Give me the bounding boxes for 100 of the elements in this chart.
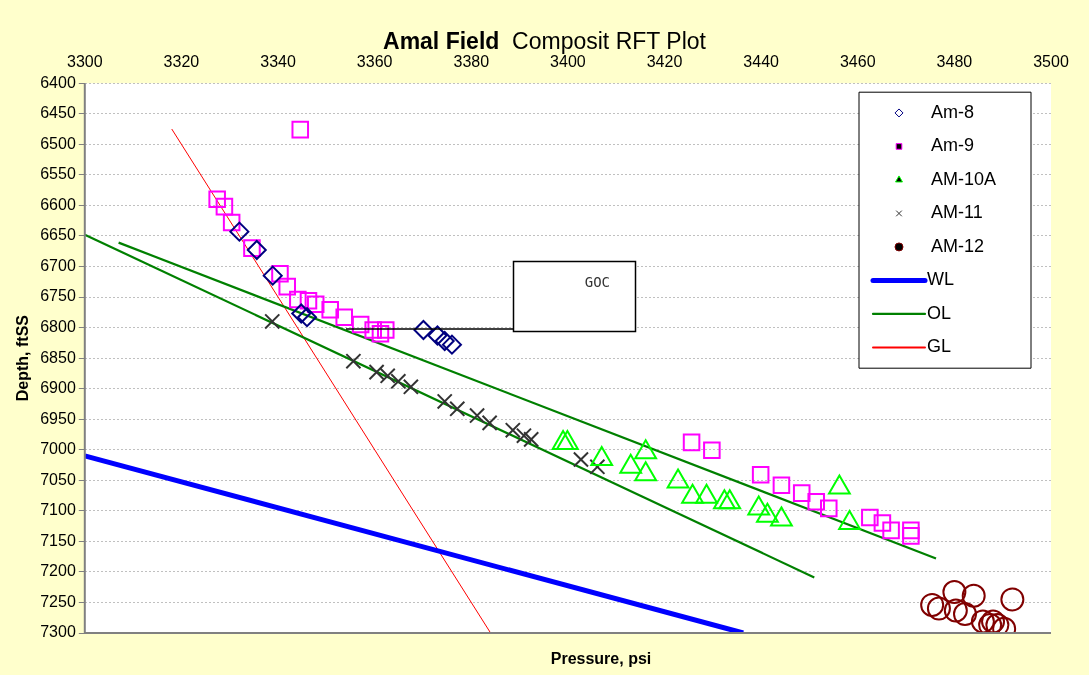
point	[427, 325, 448, 346]
y-tick-label: 6900	[40, 379, 76, 397]
point	[364, 321, 382, 339]
point	[229, 221, 250, 242]
point	[926, 596, 951, 621]
point	[243, 239, 261, 257]
point	[262, 265, 283, 286]
point	[572, 451, 590, 468]
legend-label: OL	[927, 302, 952, 323]
legend-label: WL	[927, 269, 954, 290]
point	[902, 521, 920, 540]
y-tick-label: 6750	[40, 287, 76, 305]
point	[291, 303, 312, 324]
point	[321, 301, 339, 319]
point	[299, 291, 318, 310]
y-tick-label: 6450	[40, 104, 76, 122]
point	[861, 508, 879, 527]
point	[882, 521, 900, 540]
x-tick-label: 3460	[839, 53, 876, 71]
point	[873, 514, 892, 532]
point	[441, 334, 462, 355]
point	[589, 458, 606, 475]
point	[902, 527, 920, 545]
x-tick-label: 3440	[743, 53, 780, 71]
y-tick-label: 7250	[40, 592, 76, 610]
point	[402, 378, 419, 395]
point	[807, 492, 825, 511]
y-tick-label: 7100	[40, 501, 76, 519]
x-tick-label: 3480	[936, 53, 973, 71]
point	[371, 324, 390, 343]
point	[413, 320, 434, 340]
y-tick-label: 7150	[40, 531, 76, 549]
point	[961, 583, 986, 608]
annotation: GOC	[584, 274, 610, 290]
point	[215, 197, 234, 216]
point	[481, 414, 498, 431]
point	[335, 308, 353, 326]
point	[772, 476, 791, 494]
point	[376, 321, 395, 339]
point	[291, 120, 310, 139]
x-tick-label: 3380	[453, 53, 490, 71]
x-tick-label: 3320	[163, 53, 200, 71]
y-axis-title: Depth, ftSS	[14, 314, 32, 402]
point	[345, 353, 362, 370]
legend-label: Am-9	[931, 135, 975, 156]
point	[379, 367, 396, 384]
point	[504, 422, 521, 439]
y-tick-label: 6550	[40, 165, 76, 183]
x-tick-label: 3500	[1033, 53, 1069, 71]
y-tick-label: 6400	[40, 73, 76, 91]
point	[953, 602, 978, 627]
point	[469, 407, 486, 424]
y-tick-label: 6700	[40, 256, 76, 274]
point	[208, 190, 226, 209]
point	[1000, 587, 1025, 612]
point	[222, 213, 241, 232]
legend-label: AM-12	[931, 235, 985, 256]
legend-label: Am-8	[931, 101, 975, 122]
x-axis-title: Pressure, psi	[549, 650, 653, 668]
y-tick-label: 6850	[40, 348, 76, 366]
point	[434, 331, 455, 351]
y-tick-label: 7050	[40, 470, 76, 488]
legend-label: AM-11	[931, 202, 983, 223]
point	[920, 592, 945, 617]
point	[523, 431, 540, 448]
point	[297, 307, 318, 328]
y-tick-label: 6600	[40, 195, 76, 213]
chart-subtitle: Composit RFT Plot	[512, 28, 706, 54]
point	[515, 427, 533, 444]
point	[271, 265, 289, 283]
x-tick-label: 3420	[646, 53, 683, 71]
y-tick-label: 7200	[40, 562, 76, 580]
y-tick-label: 7300	[40, 623, 76, 641]
point	[819, 499, 838, 518]
point	[289, 290, 307, 309]
y-tick-label: 6500	[40, 134, 76, 152]
point	[368, 364, 385, 381]
point	[436, 393, 453, 410]
y-tick-label: 6800	[40, 317, 76, 335]
legend-label: GL	[927, 336, 952, 357]
y-tick-label: 6650	[40, 226, 76, 244]
point	[390, 373, 407, 390]
legend-label: AM-10A	[931, 168, 997, 189]
chart-title: Amal Field	[383, 28, 500, 54]
point	[264, 313, 281, 330]
point	[682, 433, 701, 452]
point	[449, 400, 466, 417]
point	[306, 295, 325, 314]
point	[351, 315, 370, 334]
x-tick-label: 3300	[67, 53, 103, 71]
point	[246, 239, 267, 260]
point	[792, 484, 811, 502]
point	[943, 598, 968, 623]
point	[942, 580, 967, 605]
point	[751, 466, 770, 484]
callout-box: GOC	[346, 260, 638, 334]
point	[278, 277, 296, 296]
y-tick-label: 7000	[40, 440, 76, 458]
x-tick-label: 3360	[356, 53, 393, 71]
y-tick-label: 6950	[40, 409, 76, 427]
